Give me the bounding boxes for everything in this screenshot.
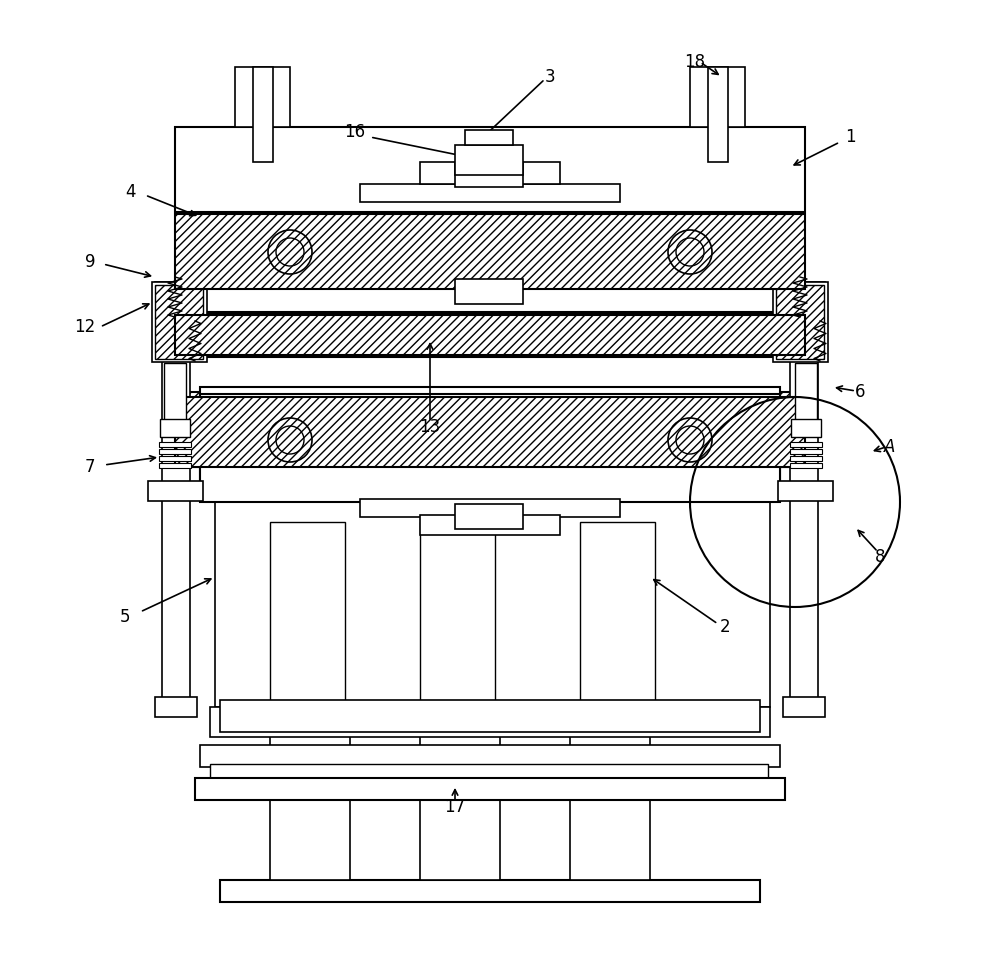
Text: 13: 13 (419, 418, 441, 436)
Bar (360, 184, 620, 202)
Bar (155, 697, 197, 717)
Text: 3: 3 (545, 68, 555, 86)
Text: 18: 18 (684, 53, 706, 71)
Text: 6: 6 (855, 383, 865, 401)
Bar (776, 285, 824, 359)
Bar (455, 145, 523, 175)
Bar (215, 492, 770, 707)
Bar (175, 392, 805, 467)
Text: 7: 7 (85, 458, 95, 476)
Bar (175, 315, 805, 355)
Bar (270, 522, 345, 702)
Bar (162, 292, 190, 707)
Bar (185, 316, 795, 354)
Text: 5: 5 (120, 608, 130, 626)
Bar (465, 130, 513, 145)
Bar (790, 463, 822, 468)
Bar (455, 162, 523, 187)
Bar (155, 285, 203, 359)
Text: 12: 12 (74, 318, 96, 336)
Bar (795, 363, 817, 423)
Bar (175, 127, 805, 212)
Bar (790, 449, 822, 454)
Text: 4: 4 (125, 183, 135, 201)
Bar (175, 313, 805, 357)
Bar (200, 745, 780, 767)
Bar (270, 730, 350, 880)
Bar (195, 778, 785, 800)
Bar (235, 67, 290, 127)
Bar (159, 463, 191, 468)
Text: 8: 8 (875, 548, 885, 566)
Bar (420, 162, 560, 184)
Bar (200, 394, 780, 502)
Bar (790, 292, 818, 707)
Bar (200, 387, 780, 497)
Bar (152, 282, 207, 362)
Bar (420, 515, 560, 535)
Bar (164, 363, 186, 423)
Bar (148, 481, 203, 501)
Bar (210, 707, 770, 737)
Bar (159, 442, 191, 447)
Bar (420, 730, 500, 880)
Bar (783, 697, 825, 717)
Bar (690, 67, 745, 127)
Bar (790, 442, 822, 447)
Bar (783, 282, 825, 302)
Bar (160, 419, 190, 437)
Bar (253, 67, 273, 162)
Text: 2: 2 (720, 618, 730, 636)
Bar (159, 456, 191, 461)
Bar (790, 456, 822, 461)
Bar (791, 419, 821, 437)
Bar (773, 282, 828, 362)
Bar (570, 730, 650, 880)
Bar (159, 449, 191, 454)
Bar (455, 279, 523, 304)
Bar (220, 880, 760, 902)
Bar (200, 202, 780, 312)
Bar (155, 282, 197, 302)
Bar (360, 499, 620, 517)
Bar (420, 522, 495, 702)
Bar (580, 522, 655, 702)
Bar (220, 700, 760, 732)
Text: 17: 17 (444, 798, 466, 816)
Text: 1: 1 (845, 128, 855, 146)
Bar (210, 764, 768, 782)
Bar (175, 397, 805, 467)
Bar (708, 67, 728, 162)
Bar (778, 481, 833, 501)
Text: 9: 9 (85, 253, 95, 271)
Text: A: A (884, 438, 896, 456)
Text: 16: 16 (344, 123, 366, 141)
Bar (455, 504, 523, 529)
Bar (175, 214, 805, 289)
